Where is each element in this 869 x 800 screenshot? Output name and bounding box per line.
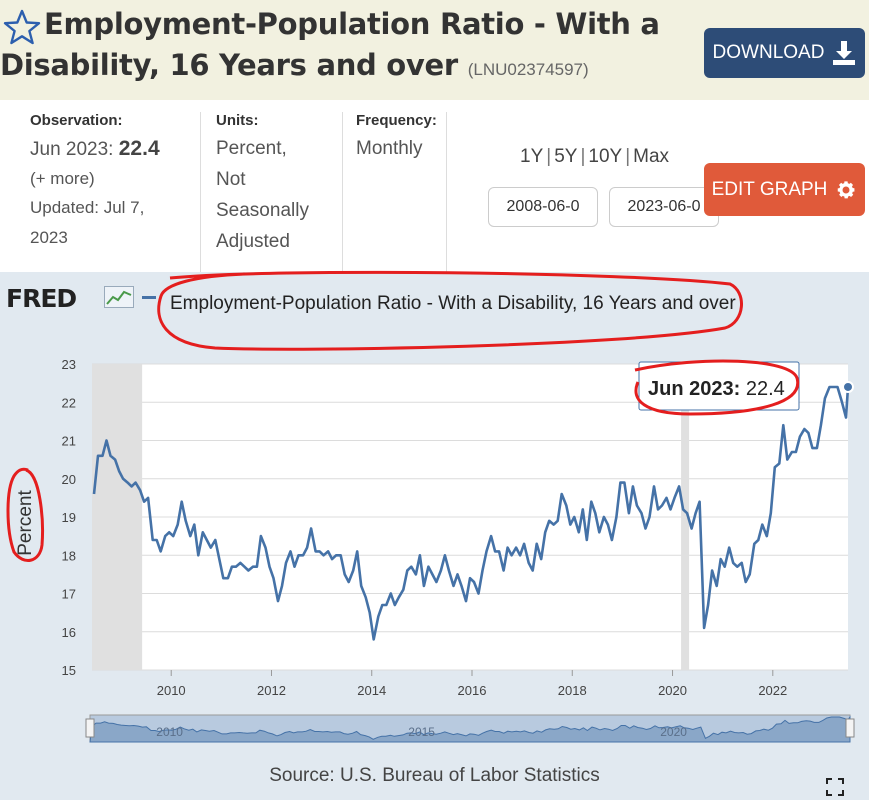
- range-separator: |: [580, 146, 586, 167]
- series-header: Employment-Population Ratio - With a Dis…: [0, 0, 869, 100]
- units-label: Units:: [216, 112, 259, 129]
- edit-graph-label: EDIT GRAPH: [711, 178, 828, 200]
- ylabel-annotation-circle: [6, 467, 44, 562]
- units-block: Units: Percent, Not Seasonally Adjusted: [216, 112, 336, 270]
- x-tick-label: 2020: [658, 683, 687, 698]
- edit-graph-button[interactable]: EDIT GRAPH: [704, 163, 865, 216]
- x-tick-label: 2010: [157, 683, 186, 698]
- fred-graph-icon: [104, 286, 134, 308]
- gear-icon: [838, 180, 856, 198]
- updated-line2: 2023: [30, 228, 68, 247]
- divider: [446, 112, 447, 272]
- x-tick-label: 2016: [458, 683, 487, 698]
- units-line: Not: [216, 169, 246, 190]
- tooltip-value: 22.4: [746, 378, 785, 400]
- units-line: Seasonally: [216, 200, 309, 221]
- units-line: Adjusted: [216, 231, 290, 252]
- series-line: [92, 385, 850, 641]
- divider: [342, 112, 343, 272]
- range-1y[interactable]: 1Y: [520, 146, 544, 167]
- y-tick-label: 22: [62, 395, 76, 410]
- navigator-series: [89, 715, 851, 743]
- navigator-label: 2020: [660, 725, 687, 739]
- more-link[interactable]: (+ more): [30, 169, 95, 188]
- x-tick-label: 2022: [758, 683, 787, 698]
- navigator-handle: [845, 718, 855, 738]
- range-10y[interactable]: 10Y: [588, 146, 623, 167]
- legend-line: [142, 296, 156, 299]
- download-label: DOWNLOAD: [712, 42, 825, 63]
- divider: [200, 112, 201, 272]
- y-tick-label: 16: [62, 625, 76, 640]
- fred-logo: FRED: [6, 284, 77, 313]
- navigator-handle: [85, 718, 95, 738]
- range-max[interactable]: Max: [633, 146, 670, 167]
- x-tick-label: 2018: [558, 683, 587, 698]
- series-title: Employment-Population Ratio - With a Dis…: [0, 7, 660, 82]
- x-tick-label: 2014: [357, 683, 386, 698]
- y-tick-label: 15: [62, 663, 76, 678]
- download-icon: [833, 41, 856, 65]
- recession-shade: [681, 364, 690, 670]
- source-note: Source: U.S. Bureau of Labor Statistics: [269, 765, 600, 786]
- range-5y[interactable]: 5Y: [554, 146, 578, 167]
- series-id: (LNU02374597): [467, 60, 589, 79]
- observation-block: Observation: Jun 2023: 22.4 (+ more) Upd…: [30, 112, 200, 270]
- y-tick-label: 21: [62, 434, 76, 449]
- frequency-block: Frequency: Monthly: [356, 112, 456, 270]
- range-separator: |: [546, 146, 552, 167]
- chart-title: Employment-Population Ratio - With a Dis…: [170, 293, 736, 314]
- x-tick-label: 2012: [257, 683, 286, 698]
- frequency-value: Monthly: [356, 138, 423, 159]
- tooltip-annotation-circle: [634, 359, 800, 416]
- star-icon[interactable]: [2, 8, 42, 48]
- tooltip: Jun 2023: 22.4: [638, 361, 800, 411]
- y-tick-label: 17: [62, 587, 76, 602]
- fullscreen-icon[interactable]: [826, 778, 844, 796]
- download-button[interactable]: DOWNLOAD: [704, 28, 865, 78]
- navigator-label: 2010: [156, 725, 183, 739]
- frequency-label: Frequency:: [356, 112, 437, 129]
- tooltip-text: Jun 2023: 22.4: [648, 378, 785, 400]
- observation-value: 22.4: [118, 137, 160, 160]
- recession-shade: [92, 364, 143, 670]
- units-line: Percent,: [216, 138, 287, 159]
- range-selector: 1Y | 5Y | 10Y | Max: [520, 146, 669, 168]
- last-point-marker: [842, 380, 854, 393]
- y-tick-label: 20: [62, 472, 76, 487]
- end-date-input[interactable]: 2023-06-0: [609, 187, 719, 227]
- observation-line: Jun 2023: 22.4: [30, 133, 200, 165]
- y-tick-label: 19: [62, 510, 76, 525]
- tooltip-date: Jun 2023:: [648, 378, 746, 400]
- range-separator: |: [625, 146, 631, 167]
- y-tick-label: 23: [62, 357, 76, 372]
- title-annotation-circle: [157, 270, 743, 351]
- y-tick-label: 18: [62, 548, 76, 563]
- navigator-label: 2015: [408, 725, 435, 739]
- start-date-input[interactable]: 2008-06-0: [488, 187, 598, 227]
- updated-line1: Updated: Jul 7,: [30, 198, 145, 217]
- observation-date: Jun 2023:: [30, 139, 114, 160]
- observation-label: Observation:: [30, 112, 123, 129]
